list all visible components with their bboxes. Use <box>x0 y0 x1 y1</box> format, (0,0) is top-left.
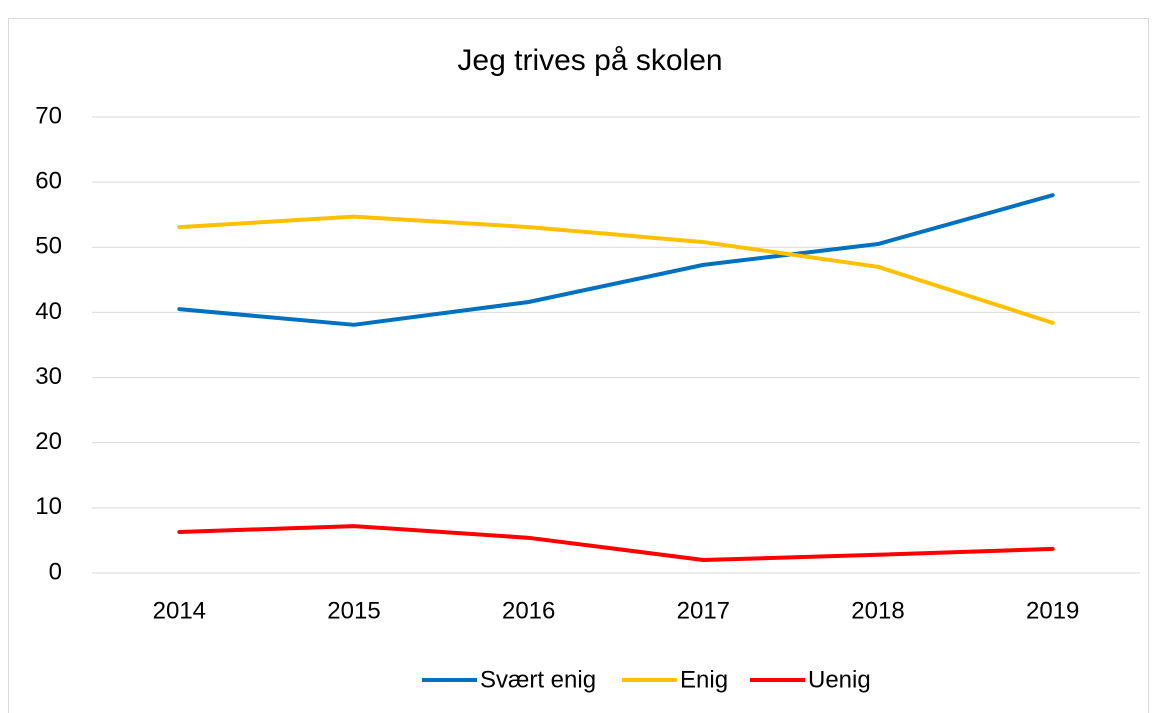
x-tick-label: 2019 <box>1026 597 1079 624</box>
line-series <box>177 193 1055 327</box>
chart-border <box>8 18 1149 713</box>
x-tick-label: 2018 <box>851 597 904 624</box>
y-tick-label: 0 <box>49 558 62 585</box>
x-tick-label: 2017 <box>677 597 730 624</box>
y-tick-label: 20 <box>35 428 62 455</box>
chart-title: Jeg trives på skolen <box>457 44 722 77</box>
line-series <box>177 524 1055 562</box>
legend-label: Enig <box>680 666 728 693</box>
y-tick-label: 70 <box>35 102 62 129</box>
legend-label: Uenig <box>808 666 871 693</box>
x-tick-label: 2015 <box>327 597 380 624</box>
line-series <box>177 214 1055 325</box>
y-tick-label: 40 <box>35 298 62 325</box>
y-tick-label: 30 <box>35 363 62 390</box>
x-tick-label: 2016 <box>502 597 555 624</box>
legend-label: Svært enig <box>480 666 596 693</box>
y-tick-label: 60 <box>35 167 62 194</box>
x-tick-label: 2014 <box>153 597 206 624</box>
y-tick-label: 50 <box>35 233 62 260</box>
y-tick-label: 10 <box>35 493 62 520</box>
